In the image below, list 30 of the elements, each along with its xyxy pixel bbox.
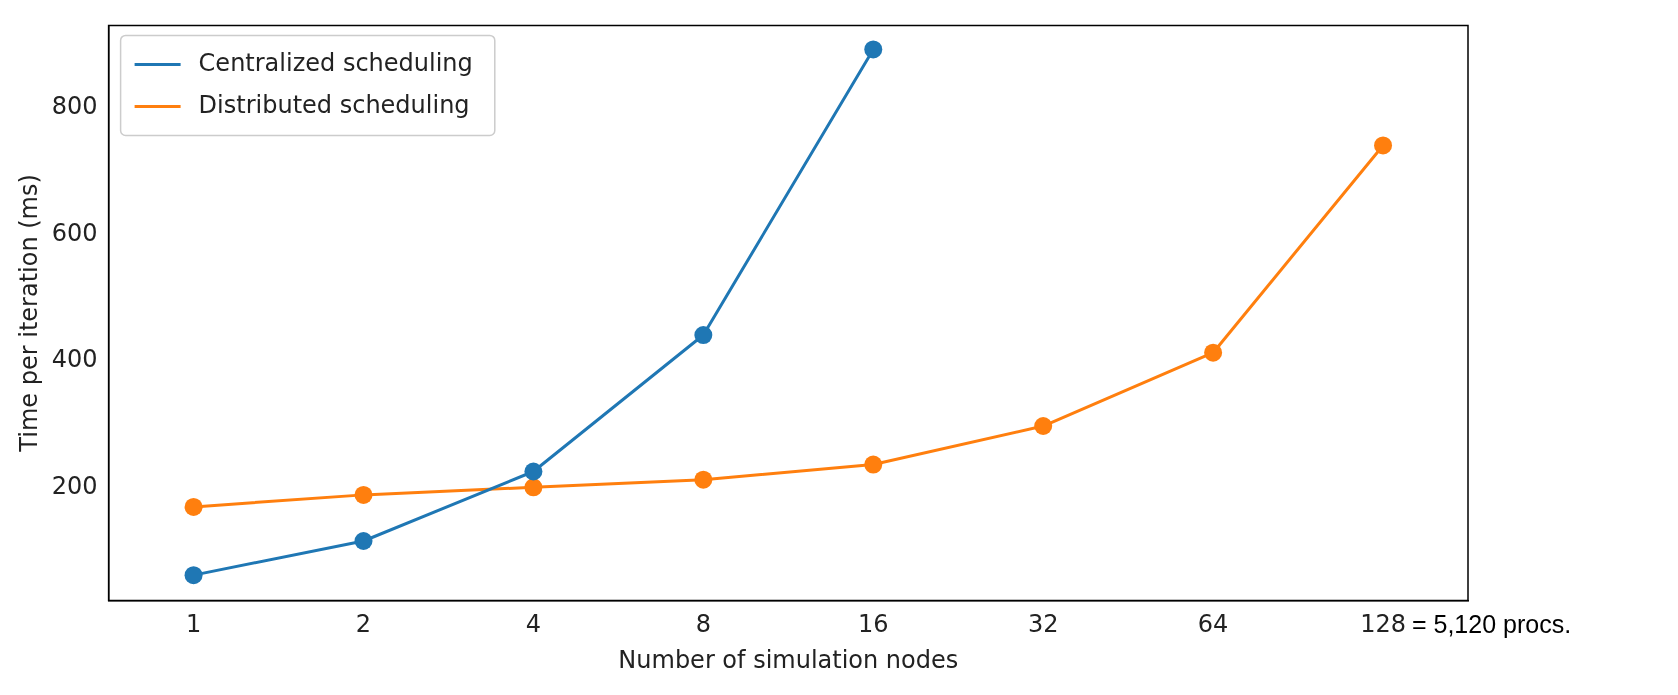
legend-label: Centralized scheduling — [198, 48, 473, 77]
point — [694, 326, 713, 345]
point — [354, 532, 373, 550]
x-tick-label: 4 — [525, 610, 542, 639]
point — [1034, 417, 1053, 435]
point — [354, 485, 373, 504]
x-tick-label: 1 — [185, 610, 202, 639]
x-tick-label: 128 — [1360, 610, 1406, 639]
x-tick-label: 16 — [857, 610, 889, 639]
x-tick-label: 2 — [355, 610, 372, 639]
x-axis-title: Number of simulation nodes — [618, 645, 959, 674]
point — [1204, 343, 1223, 362]
y-tick-label: 600 — [51, 218, 98, 247]
point — [524, 478, 543, 497]
y-tick-label: 200 — [51, 471, 98, 500]
point — [524, 462, 543, 481]
point — [694, 470, 713, 489]
x-tick-label: 8 — [695, 610, 711, 639]
legend-label: Distributed scheduling — [198, 90, 470, 119]
y-axis-title: Time per iteration (ms) — [14, 174, 43, 453]
point — [864, 40, 883, 59]
x-tick-label: 64 — [1197, 610, 1229, 639]
point — [864, 455, 883, 474]
point — [184, 566, 203, 585]
x-tick-label: 32 — [1027, 610, 1059, 639]
y-tick-label: 400 — [51, 345, 98, 374]
y-tick-label: 800 — [51, 92, 98, 121]
point — [184, 497, 203, 516]
text: = 5,120 procs. — [1411, 610, 1572, 639]
point — [1374, 136, 1393, 155]
